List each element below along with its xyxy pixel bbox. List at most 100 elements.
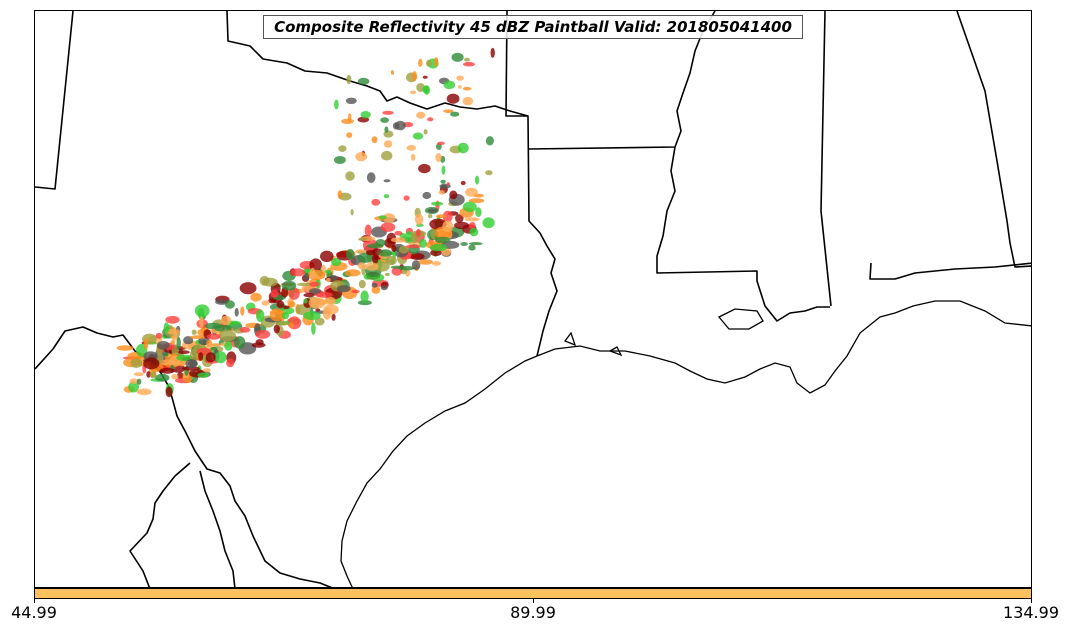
paintball-cell (468, 198, 485, 204)
paintball-cell (171, 336, 179, 341)
paintball-cell (202, 368, 211, 373)
paintball-cell (430, 229, 436, 240)
paintball-cell (358, 237, 367, 241)
paintball-cell (226, 358, 235, 368)
paintball-cell (418, 58, 423, 68)
tx-east-boundary (505, 11, 558, 357)
paintball-cell (239, 326, 251, 333)
paintball-cell (464, 217, 480, 222)
paintball-cell (218, 329, 236, 342)
paintball-cell (441, 165, 446, 175)
paintball-cell (309, 267, 316, 278)
paintball-cell (383, 140, 393, 148)
paintball-cell (210, 346, 218, 351)
paintball-cell (475, 207, 482, 218)
paintball-cell (365, 250, 376, 256)
paintball-cell (329, 275, 338, 282)
paintball-cell (191, 329, 197, 335)
paintball-cell (409, 90, 417, 95)
paintball-cell (155, 373, 170, 382)
paintball-cell (136, 388, 152, 396)
mexico-state-line (129, 462, 191, 587)
paintball-cell (316, 291, 333, 298)
paintball-cell (337, 190, 343, 199)
paintball-cell (366, 172, 376, 184)
paintball-cell (366, 243, 384, 249)
paintball-cell (355, 152, 368, 162)
paintball-cell (456, 75, 464, 81)
paintball-cell (378, 215, 387, 220)
ms-al-boundary (820, 11, 832, 307)
paintball-cell (427, 117, 434, 122)
paintball-cell (394, 120, 406, 131)
paintball-cell (346, 74, 352, 85)
paintball-cell (308, 297, 326, 309)
paintball-cell (410, 153, 416, 161)
colorbar-tick-left (34, 599, 35, 603)
colorbar-label-max: 134.99 (1003, 603, 1059, 622)
paintball-cell (412, 71, 417, 82)
paintball-cell (341, 118, 354, 125)
paintball-cell (133, 372, 144, 377)
paintball-cell (345, 97, 357, 105)
paintball-cell (324, 269, 332, 274)
paintball-cell (468, 242, 483, 246)
paintball-cell (381, 150, 393, 161)
paintball-cell (418, 259, 433, 265)
paintball-cell (455, 214, 464, 223)
paintball-cell (283, 305, 290, 310)
paintball-cell (422, 191, 432, 200)
paintball-cell (315, 308, 321, 312)
paintball-cell (338, 145, 347, 153)
paintball-cell (450, 111, 460, 117)
barrier-island-2 (608, 346, 623, 357)
paintball-cell (261, 300, 270, 306)
paintball-cell (275, 321, 290, 326)
paintball-cell (437, 141, 445, 145)
red-river-boundary (226, 11, 529, 117)
paintball-cell (130, 358, 143, 368)
paintball-cell (269, 308, 284, 322)
coastline (340, 300, 1031, 587)
paintball-cell (116, 345, 134, 351)
paintball-cell (136, 378, 142, 385)
paintball-cell (281, 312, 289, 320)
paintball-cell (170, 340, 176, 345)
paintball-cell (199, 316, 204, 329)
paintball-cell (429, 243, 448, 252)
paintball-cell (485, 170, 493, 176)
paintball-cell (383, 194, 390, 199)
paintball-cell (380, 117, 389, 123)
paintball-cell (398, 266, 415, 271)
barrier-island (563, 331, 577, 347)
paintball-cell (465, 187, 478, 197)
paintball-cell (371, 198, 381, 206)
paintball-cell (415, 228, 421, 237)
paintball-cell (414, 213, 424, 225)
paintball-cell (311, 322, 316, 335)
paintball-cell (345, 171, 355, 181)
paintball-cell (398, 245, 409, 254)
paintball-cell (360, 290, 369, 303)
paintball-cell (350, 209, 354, 216)
paintball-cell (206, 339, 213, 347)
paintball-cell (475, 175, 480, 185)
paintball-cell (438, 190, 445, 195)
paintball-cell (390, 237, 409, 243)
nm-boundary (35, 11, 74, 190)
paintball-cell (240, 306, 245, 316)
paintball-cell (391, 245, 397, 253)
paintball-cell (163, 322, 170, 334)
paintball-cell (224, 341, 233, 351)
paintball-cell (326, 277, 331, 283)
paintball-cell (234, 307, 239, 317)
state-boundaries (35, 11, 1031, 587)
paintball-cell (468, 244, 476, 251)
paintball-cell (189, 335, 206, 339)
paintball-cell (382, 110, 394, 115)
al-ga-boundary (956, 11, 1031, 268)
paintball-cell (446, 182, 450, 186)
paintball-cell (176, 336, 181, 350)
paintball-cell (345, 269, 361, 277)
paintball-cell (380, 285, 388, 291)
